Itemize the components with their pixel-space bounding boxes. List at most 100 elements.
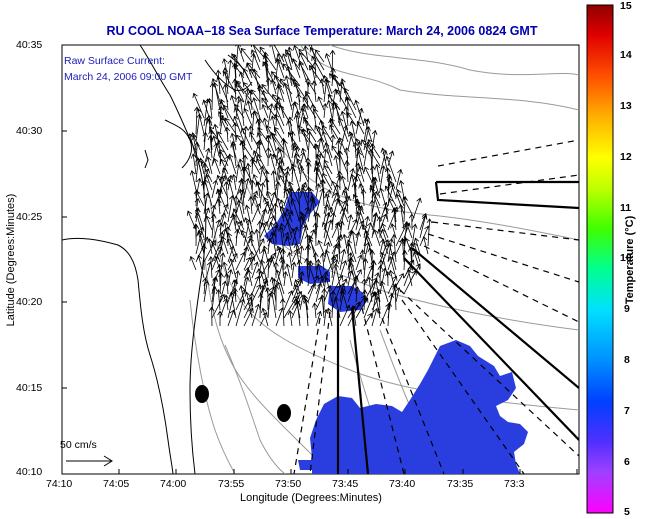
current-vector bbox=[387, 275, 398, 295]
current-vector bbox=[243, 177, 251, 199]
current-vector bbox=[347, 270, 354, 287]
current-vector bbox=[309, 46, 325, 71]
scale-bar-label: 50 cm/s bbox=[60, 439, 97, 451]
current-vector bbox=[238, 97, 245, 127]
current-vector bbox=[311, 80, 318, 103]
current-vector bbox=[330, 290, 336, 319]
current-vector bbox=[270, 71, 285, 87]
current-vector bbox=[293, 152, 301, 175]
current-vector bbox=[343, 186, 349, 215]
current-vector bbox=[194, 212, 205, 239]
current-vector bbox=[248, 196, 254, 215]
current-vector bbox=[229, 291, 237, 319]
current-vector bbox=[391, 207, 398, 231]
current-vectors bbox=[186, 45, 433, 327]
current-vector bbox=[367, 247, 374, 263]
current-vector bbox=[236, 199, 245, 223]
current-vector bbox=[228, 258, 237, 279]
current-vector bbox=[269, 231, 277, 255]
current-vector bbox=[290, 261, 297, 279]
current-vector bbox=[324, 192, 333, 215]
current-vector bbox=[267, 102, 274, 127]
current-vector bbox=[274, 104, 285, 127]
current-vector bbox=[274, 101, 280, 127]
current-vector bbox=[348, 257, 357, 279]
current-vector bbox=[290, 77, 301, 95]
current-vector bbox=[331, 88, 338, 111]
current-vector bbox=[222, 83, 229, 111]
current-vector bbox=[261, 307, 269, 327]
current-vector bbox=[247, 89, 254, 111]
current-vector bbox=[245, 162, 253, 191]
colorbar-tick: 11 bbox=[620, 202, 632, 214]
current-vector bbox=[213, 157, 221, 175]
current-vector bbox=[329, 117, 341, 135]
current-vector bbox=[282, 82, 293, 111]
y-tick-label: 40:15 bbox=[16, 382, 43, 394]
current-vector bbox=[235, 298, 246, 327]
current-vector bbox=[324, 249, 333, 271]
current-vector bbox=[354, 99, 365, 127]
current-vector bbox=[267, 207, 274, 223]
current-vector bbox=[259, 208, 268, 231]
current-vector bbox=[287, 251, 293, 271]
current-vector bbox=[261, 89, 269, 111]
current-vector bbox=[335, 243, 342, 263]
current-vector bbox=[377, 228, 389, 255]
current-vector bbox=[261, 97, 277, 119]
current-vector bbox=[270, 79, 277, 95]
current-vector bbox=[292, 144, 301, 159]
current-vector bbox=[283, 170, 290, 199]
current-vector bbox=[347, 275, 359, 303]
current-vector bbox=[235, 220, 245, 239]
current-vector bbox=[290, 197, 301, 223]
current-vector bbox=[271, 132, 285, 151]
current-vector bbox=[320, 178, 326, 207]
current-vector bbox=[203, 207, 211, 223]
current-vector bbox=[227, 178, 237, 207]
current-vector bbox=[273, 284, 279, 311]
current-vector bbox=[293, 283, 301, 303]
current-vector bbox=[323, 142, 333, 167]
current-vector bbox=[200, 160, 213, 183]
current-vector bbox=[249, 68, 261, 87]
current-vector bbox=[230, 140, 237, 167]
current-vector bbox=[307, 228, 316, 247]
current-vector bbox=[285, 263, 293, 287]
current-vector bbox=[379, 267, 388, 295]
current-vector bbox=[346, 239, 357, 263]
current-vector bbox=[315, 49, 325, 63]
current-vector bbox=[275, 269, 285, 295]
current-vector bbox=[251, 275, 260, 295]
x-tick-label: 74:00 bbox=[160, 478, 187, 490]
current-vector bbox=[373, 229, 381, 247]
current-vector bbox=[377, 264, 384, 287]
current-vector bbox=[276, 281, 285, 303]
colorbar-tick: 15 bbox=[620, 0, 632, 12]
current-vector bbox=[312, 302, 318, 319]
current-vector bbox=[331, 243, 339, 263]
current-vector bbox=[291, 58, 301, 79]
current-vector bbox=[248, 237, 261, 263]
y-tick-label: 40:10 bbox=[16, 466, 43, 478]
colorbar bbox=[586, 4, 614, 514]
buoy-marker-east bbox=[277, 404, 291, 422]
current-vector bbox=[355, 138, 365, 159]
current-vector bbox=[259, 220, 269, 239]
current-vector bbox=[319, 78, 326, 95]
current-vector bbox=[225, 226, 231, 247]
current-vector bbox=[276, 197, 285, 223]
current-vector bbox=[243, 107, 253, 127]
current-vector bbox=[324, 53, 333, 71]
x-tick-label: 74:05 bbox=[103, 478, 130, 490]
current-vector bbox=[195, 157, 201, 183]
current-vector bbox=[252, 194, 261, 215]
y-tick-label: 40:25 bbox=[16, 211, 43, 223]
current-vector bbox=[310, 103, 317, 127]
current-vector bbox=[227, 278, 238, 303]
current-vector bbox=[330, 255, 337, 279]
current-vector bbox=[261, 83, 277, 103]
current-vector bbox=[235, 163, 241, 183]
current-vector bbox=[337, 198, 349, 223]
current-vector bbox=[269, 45, 277, 63]
